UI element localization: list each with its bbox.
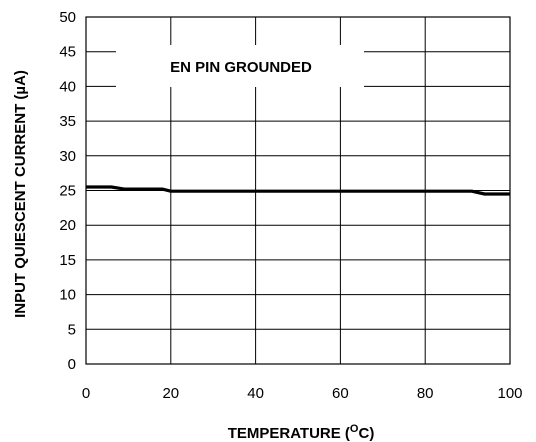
y-tick-label: 50: [59, 9, 76, 26]
y-axis-title: INPUT QUIESCENT CURRENT (µA): [12, 70, 29, 318]
x-axis-title-end: C): [358, 425, 374, 442]
annotation-box: EN PIN GROUNDED: [116, 45, 364, 87]
annotation-label: EN PIN GROUNDED: [170, 59, 312, 76]
plot-area-frame: [85, 16, 511, 365]
x-axis-title-main: TEMPERATURE (: [228, 425, 350, 442]
y-tick-label: 30: [59, 148, 76, 165]
x-tick-label: 20: [162, 385, 179, 402]
series-line: [86, 185, 510, 196]
y-tick-label: 25: [59, 183, 76, 200]
x-tick-label: 100: [497, 385, 522, 402]
y-tick-label: 10: [59, 287, 76, 304]
y-tick-label: 20: [59, 217, 76, 234]
y-tick-label: 40: [59, 78, 76, 95]
y-axis-tick-labels: 0 5 10 15 20 25 30 35 40 45 50: [59, 9, 76, 373]
x-axis-tick-labels: 0 20 40 60 80 100: [82, 385, 523, 402]
y-tick-label: 45: [59, 44, 76, 61]
y-tick-label: 35: [59, 113, 76, 130]
annotation-background: [116, 45, 364, 87]
y-tick-label: 0: [68, 356, 76, 373]
x-tick-label: 80: [417, 385, 434, 402]
y-tick-label: 15: [59, 252, 76, 269]
y-tick-label: 5: [68, 321, 76, 338]
x-tick-label: 0: [82, 385, 90, 402]
x-axis-title-superscript: O: [350, 423, 359, 435]
x-tick-label: 60: [332, 385, 349, 402]
x-tick-label: 40: [247, 385, 264, 402]
x-axis-title: TEMPERATURE (OC): [228, 423, 375, 442]
series-layer: [86, 185, 510, 196]
